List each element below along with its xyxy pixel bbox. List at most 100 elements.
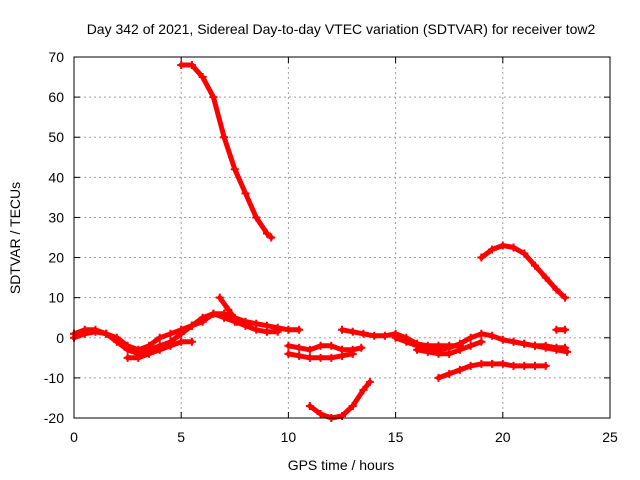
data-point bbox=[166, 341, 175, 350]
series-arc-15 bbox=[552, 325, 569, 334]
data-point bbox=[552, 325, 561, 334]
data-point bbox=[348, 327, 357, 336]
data-point bbox=[509, 337, 518, 346]
data-point bbox=[455, 365, 464, 374]
data-point bbox=[123, 341, 132, 350]
data-point bbox=[295, 325, 304, 334]
y-tick-label: 70 bbox=[48, 49, 64, 65]
grid-lines bbox=[74, 57, 610, 418]
data-point bbox=[241, 189, 250, 198]
chart-title: Day 342 of 2021, Sidereal Day-to-day VTE… bbox=[87, 21, 596, 37]
data-point bbox=[102, 329, 111, 338]
data-point bbox=[155, 345, 164, 354]
data-point bbox=[477, 329, 486, 338]
y-axis-label: SDTVAR / TECUs bbox=[7, 182, 23, 294]
series-arc-8 bbox=[284, 349, 357, 362]
data-point bbox=[327, 341, 336, 350]
data-point bbox=[520, 339, 529, 348]
data-point bbox=[498, 359, 507, 368]
series-arc-4 bbox=[123, 337, 196, 362]
data-point bbox=[552, 285, 561, 294]
series-arc-14 bbox=[477, 241, 569, 302]
data-point bbox=[370, 331, 379, 340]
data-point bbox=[267, 233, 276, 242]
data-point bbox=[316, 341, 325, 350]
data-point bbox=[402, 337, 411, 346]
data-point bbox=[434, 373, 443, 382]
data-point bbox=[273, 327, 282, 336]
data-point bbox=[380, 331, 389, 340]
data-point bbox=[466, 361, 475, 370]
data-point bbox=[560, 343, 569, 352]
data-point bbox=[316, 409, 325, 418]
x-tick-label: 10 bbox=[281, 429, 297, 445]
data-point bbox=[295, 351, 304, 360]
plot-frame bbox=[73, 56, 611, 419]
data-point bbox=[338, 351, 346, 360]
data-point bbox=[498, 335, 507, 344]
y-tick-label: -20 bbox=[44, 410, 64, 426]
data-point bbox=[155, 333, 164, 342]
data-point bbox=[348, 349, 357, 358]
data-point bbox=[359, 329, 368, 338]
data-point bbox=[391, 333, 400, 342]
data-point bbox=[423, 347, 432, 356]
data-point bbox=[252, 325, 261, 334]
data-point bbox=[230, 165, 239, 174]
series-line bbox=[178, 62, 274, 240]
data-point bbox=[477, 337, 486, 346]
x-tick-label: 5 bbox=[177, 429, 185, 445]
x-tick-label: 0 bbox=[70, 429, 78, 445]
data-point bbox=[560, 293, 569, 302]
data-point bbox=[530, 361, 539, 370]
data-point bbox=[327, 353, 336, 362]
y-tick-label: 10 bbox=[48, 290, 64, 306]
data-point bbox=[541, 341, 550, 350]
data-point bbox=[413, 345, 422, 354]
data-point bbox=[177, 61, 186, 70]
series-arc-13 bbox=[434, 359, 550, 382]
series-arc-12 bbox=[413, 337, 486, 358]
data-point bbox=[541, 273, 550, 282]
y-tick-label: 40 bbox=[48, 169, 64, 185]
data-point bbox=[552, 343, 561, 352]
data-point bbox=[177, 337, 186, 346]
data-point bbox=[187, 321, 196, 330]
data-point bbox=[509, 361, 518, 370]
data-point bbox=[445, 349, 454, 358]
data-point bbox=[477, 359, 486, 368]
data-point bbox=[434, 349, 443, 358]
data-point bbox=[284, 325, 293, 334]
data-point bbox=[91, 325, 100, 334]
data-point bbox=[295, 343, 304, 352]
x-axis-label: GPS time / hours bbox=[288, 457, 395, 473]
data-point bbox=[262, 229, 271, 238]
series-arc-16 bbox=[509, 337, 569, 352]
data-point bbox=[134, 353, 143, 362]
data-point bbox=[365, 377, 374, 386]
y-tick-label: 30 bbox=[48, 209, 64, 225]
data-point bbox=[145, 341, 154, 350]
data-point bbox=[284, 341, 293, 350]
data-point bbox=[338, 325, 346, 334]
y-tick-label: 20 bbox=[48, 250, 64, 266]
data-point bbox=[215, 293, 224, 302]
data-point bbox=[284, 349, 293, 358]
data-point bbox=[123, 353, 132, 362]
data-point bbox=[198, 73, 207, 82]
data-point bbox=[220, 133, 229, 142]
data-point bbox=[466, 333, 475, 342]
data-point bbox=[316, 353, 325, 362]
data-point bbox=[498, 241, 507, 250]
y-tick-label: -10 bbox=[44, 370, 64, 386]
data-point bbox=[80, 325, 89, 334]
data-point bbox=[305, 345, 314, 354]
data-point bbox=[348, 401, 357, 410]
data-point bbox=[520, 249, 529, 258]
data-point bbox=[560, 325, 569, 334]
data-point bbox=[488, 331, 497, 340]
data-point bbox=[466, 341, 475, 350]
data-point bbox=[252, 213, 261, 222]
data-point bbox=[520, 361, 529, 370]
